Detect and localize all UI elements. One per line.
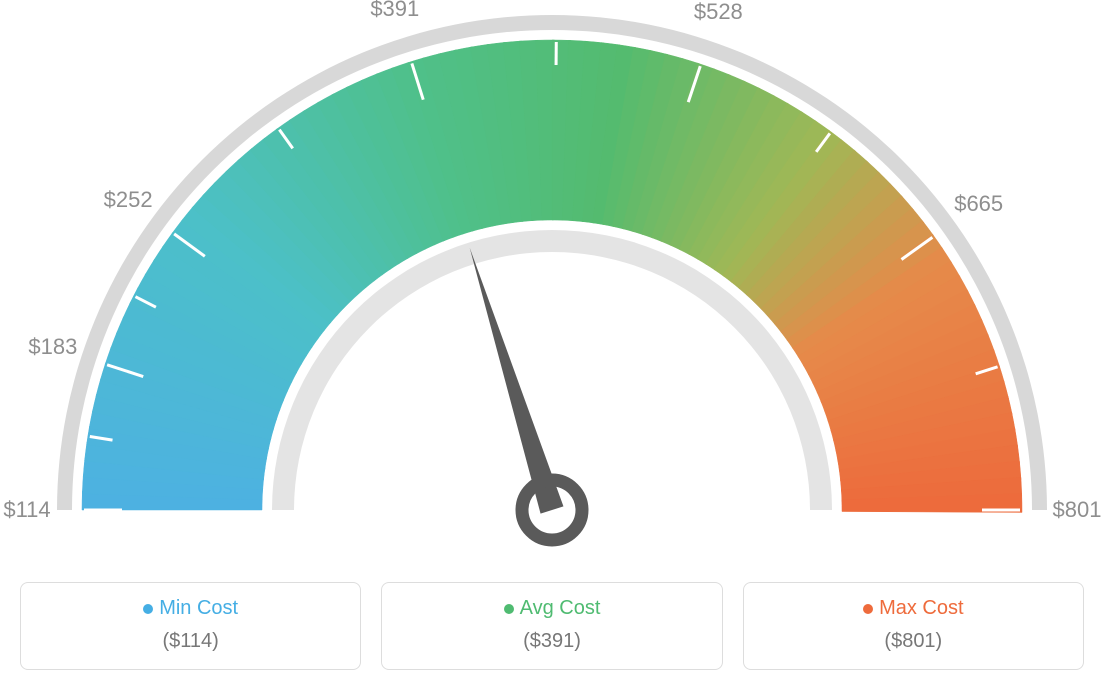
tick-label: $528	[694, 0, 743, 25]
min-cost-card: Min Cost ($114)	[20, 582, 361, 670]
gauge-chart: $114 $183 $252 $391 $528 $665 $801	[0, 0, 1104, 560]
legend-title: Max Cost	[754, 597, 1073, 620]
legend-dot-icon	[863, 604, 873, 614]
tick-label: $801	[1053, 497, 1102, 523]
legend-label: Min Cost	[159, 597, 238, 619]
legend-dot-icon	[504, 604, 514, 614]
tick-label: $183	[28, 334, 77, 360]
legend-title: Min Cost	[31, 597, 350, 620]
gauge-band	[82, 40, 1022, 512]
legend-value: ($801)	[754, 630, 1073, 653]
legend-row: Min Cost ($114) Avg Cost ($391) Max Cost ($80…	[0, 582, 1104, 670]
avg-cost-card: Avg Cost ($391)	[381, 582, 722, 670]
gauge-svg	[0, 0, 1104, 560]
legend-value: ($114)	[31, 630, 350, 653]
legend-dot-icon	[143, 604, 153, 614]
legend-label: Max Cost	[879, 597, 963, 619]
tick-label: $114	[3, 497, 50, 523]
legend-value: ($391)	[392, 630, 711, 653]
tick-label: $391	[370, 0, 419, 22]
max-cost-card: Max Cost ($801)	[743, 582, 1084, 670]
tick-label: $665	[954, 191, 1003, 217]
tick-label: $252	[104, 187, 153, 213]
legend-title: Avg Cost	[392, 597, 711, 620]
legend-label: Avg Cost	[520, 597, 601, 619]
